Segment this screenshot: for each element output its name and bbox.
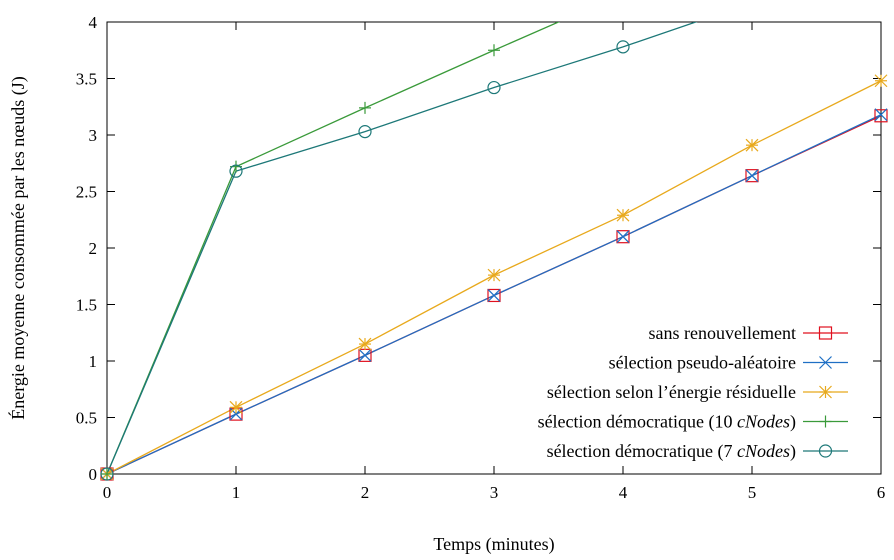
data-point-series-5 bbox=[358, 125, 372, 139]
data-point-series-3 bbox=[487, 268, 501, 282]
legend-label-part: sélection démocratique (10 bbox=[538, 412, 737, 433]
data-point-series-3 bbox=[229, 400, 243, 414]
legend-marker-1 bbox=[818, 326, 833, 340]
x-tick-label: 2 bbox=[361, 483, 370, 502]
legend-marker-5 bbox=[818, 444, 833, 458]
data-point-series-5 bbox=[616, 40, 630, 54]
x-tick-label: 1 bbox=[232, 483, 241, 502]
series-line-5 bbox=[107, 22, 698, 474]
legend-label-part: sans renouvellement bbox=[649, 323, 796, 343]
y-tick-label: 2 bbox=[89, 239, 98, 258]
legend-label-4: sélection démocratique (10 cNodes) bbox=[538, 412, 796, 433]
data-point-series-4 bbox=[101, 468, 113, 480]
data-point-series-5 bbox=[487, 80, 501, 95]
legend-label-part: ) bbox=[790, 412, 796, 433]
legend-label-5: sélection démocratique (7 cNodes) bbox=[547, 441, 796, 462]
data-point-series-4 bbox=[488, 44, 500, 57]
x-tick-labels: 0 1 2 3 4 5 6 bbox=[103, 483, 886, 502]
y-tick-label: 0 bbox=[89, 465, 98, 484]
series-layer bbox=[107, 22, 881, 474]
data-point-series-2 bbox=[616, 230, 630, 244]
y-tick-label: 3.5 bbox=[76, 70, 97, 89]
data-point-series-2 bbox=[745, 169, 759, 183]
data-point-series-3 bbox=[358, 337, 372, 351]
legend-label-part: sélection démocratique (7 bbox=[547, 441, 737, 462]
legend-label-part: cNodes bbox=[737, 441, 790, 461]
axis-ticks bbox=[106, 21, 882, 475]
plot-frame bbox=[106, 21, 882, 475]
legend-marker-2 bbox=[819, 356, 832, 369]
x-axis-label: Temps (minutes) bbox=[433, 534, 554, 555]
y-tick-label: 1.5 bbox=[76, 296, 97, 315]
data-point-series-1 bbox=[616, 230, 630, 244]
y-tick-labels: 0 0.5 1 1.5 2 2.5 3 3.5 4 bbox=[76, 13, 98, 484]
x-tick-label: 0 bbox=[103, 483, 112, 502]
series-line-4 bbox=[107, 22, 561, 474]
y-tick-label: 3 bbox=[89, 126, 98, 145]
legend-marker-3 bbox=[819, 385, 832, 399]
legend: sans renouvellement sélection pseudo-aléa… bbox=[538, 323, 848, 462]
data-point-series-3 bbox=[874, 74, 888, 88]
legend-label-part: sélection pseudo-aléatoire bbox=[609, 353, 796, 373]
legend-label-part: sélection selon l’énergie résiduelle bbox=[547, 382, 796, 402]
data-point-series-2 bbox=[487, 289, 501, 302]
y-tick-label: 4 bbox=[89, 13, 98, 32]
data-point-series-3 bbox=[745, 138, 759, 152]
legend-marker-4 bbox=[819, 415, 832, 428]
legend-label-1: sans renouvellement bbox=[649, 323, 796, 343]
data-point-series-2 bbox=[358, 348, 372, 362]
legend-label-part: ) bbox=[790, 441, 796, 462]
data-point-series-1 bbox=[487, 288, 501, 303]
x-tick-label: 3 bbox=[490, 483, 499, 502]
data-point-series-2 bbox=[229, 407, 243, 421]
y-tick-label: 2.5 bbox=[76, 183, 97, 202]
y-tick-label: 0.5 bbox=[76, 409, 97, 428]
x-tick-label: 4 bbox=[619, 483, 628, 502]
x-tick-label: 6 bbox=[877, 483, 886, 502]
data-point-series-5 bbox=[229, 164, 243, 178]
data-point-series-1 bbox=[745, 169, 759, 183]
data-point-series-3 bbox=[616, 208, 630, 222]
data-point-series-1 bbox=[874, 109, 888, 123]
markers-layer bbox=[100, 40, 888, 481]
y-tick-label: 1 bbox=[89, 352, 98, 371]
x-tick-label: 5 bbox=[748, 483, 757, 502]
data-point-series-5 bbox=[100, 467, 114, 481]
data-point-series-4 bbox=[359, 101, 371, 114]
legend-label-3: sélection selon l’énergie résiduelle bbox=[547, 382, 796, 402]
legend-label-2: sélection pseudo-aléatoire bbox=[609, 353, 796, 373]
legend-label-part: cNodes bbox=[737, 412, 790, 432]
data-point-series-2 bbox=[874, 108, 888, 122]
y-axis-label: Énergie moyenne consommée par les nœuds … bbox=[7, 76, 29, 420]
